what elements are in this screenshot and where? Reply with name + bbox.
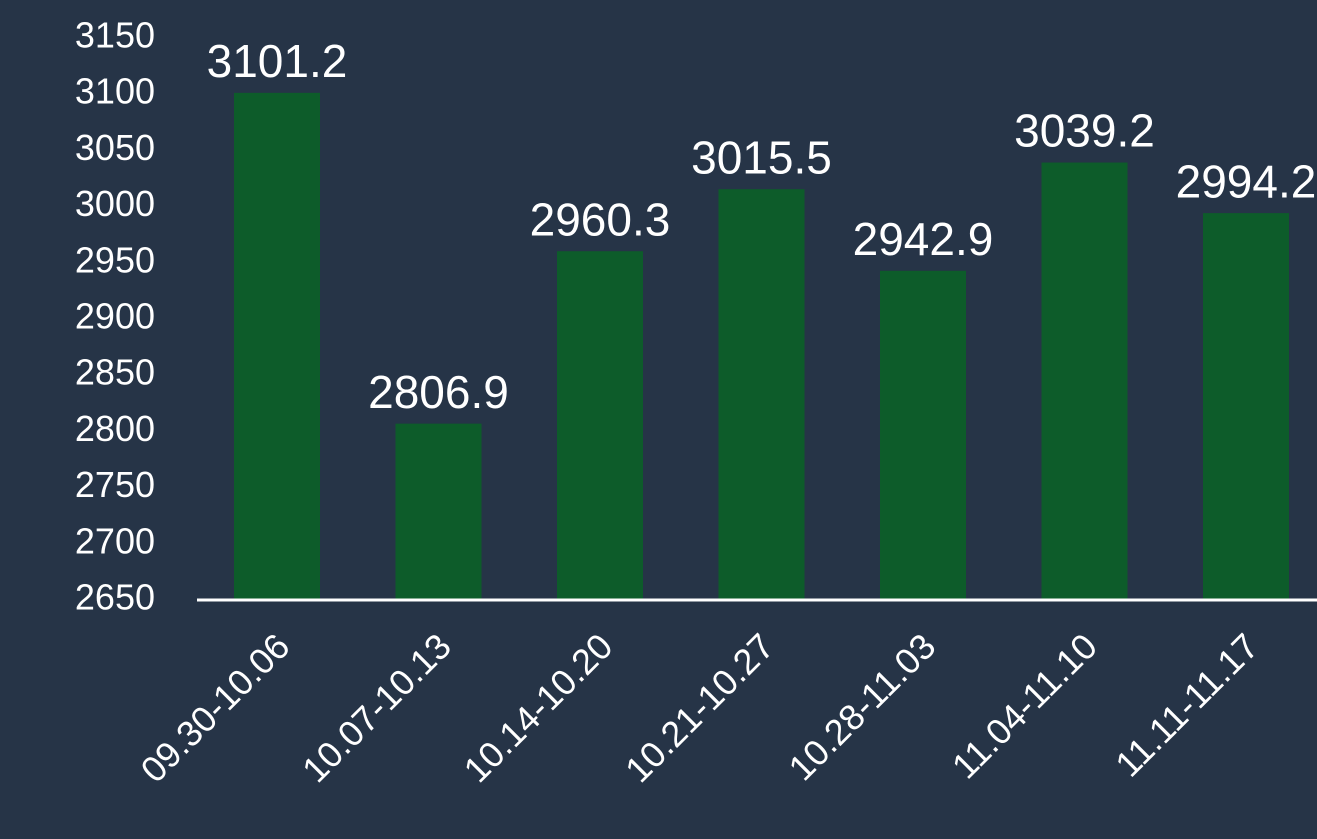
y-tick-label: 2700 bbox=[75, 520, 155, 561]
y-tick-label: 2750 bbox=[75, 464, 155, 505]
bar bbox=[557, 251, 643, 601]
y-tick-label: 2900 bbox=[75, 296, 155, 337]
y-tick-label: 3000 bbox=[75, 183, 155, 224]
y-tick-label: 3100 bbox=[75, 71, 155, 112]
value-label: 3101.2 bbox=[207, 35, 348, 87]
y-tick-label: 2650 bbox=[75, 577, 155, 618]
value-label: 3015.5 bbox=[691, 131, 832, 183]
y-tick-label: 2850 bbox=[75, 352, 155, 393]
value-label: 2960.3 bbox=[530, 193, 671, 245]
bar bbox=[718, 189, 805, 601]
bar bbox=[1041, 162, 1128, 601]
bar bbox=[1203, 213, 1289, 600]
y-tick-label: 3150 bbox=[75, 15, 155, 56]
y-tick-label: 2800 bbox=[75, 408, 155, 449]
value-label: 3039.2 bbox=[1014, 105, 1155, 157]
bar bbox=[880, 270, 966, 600]
bar bbox=[234, 92, 320, 600]
value-label: 2806.9 bbox=[368, 366, 509, 418]
bar bbox=[395, 423, 482, 600]
value-label: 2994.2 bbox=[1176, 155, 1317, 207]
y-tick-label: 2950 bbox=[75, 239, 155, 280]
y-tick-label: 3050 bbox=[75, 127, 155, 168]
value-label: 2942.9 bbox=[853, 213, 994, 265]
